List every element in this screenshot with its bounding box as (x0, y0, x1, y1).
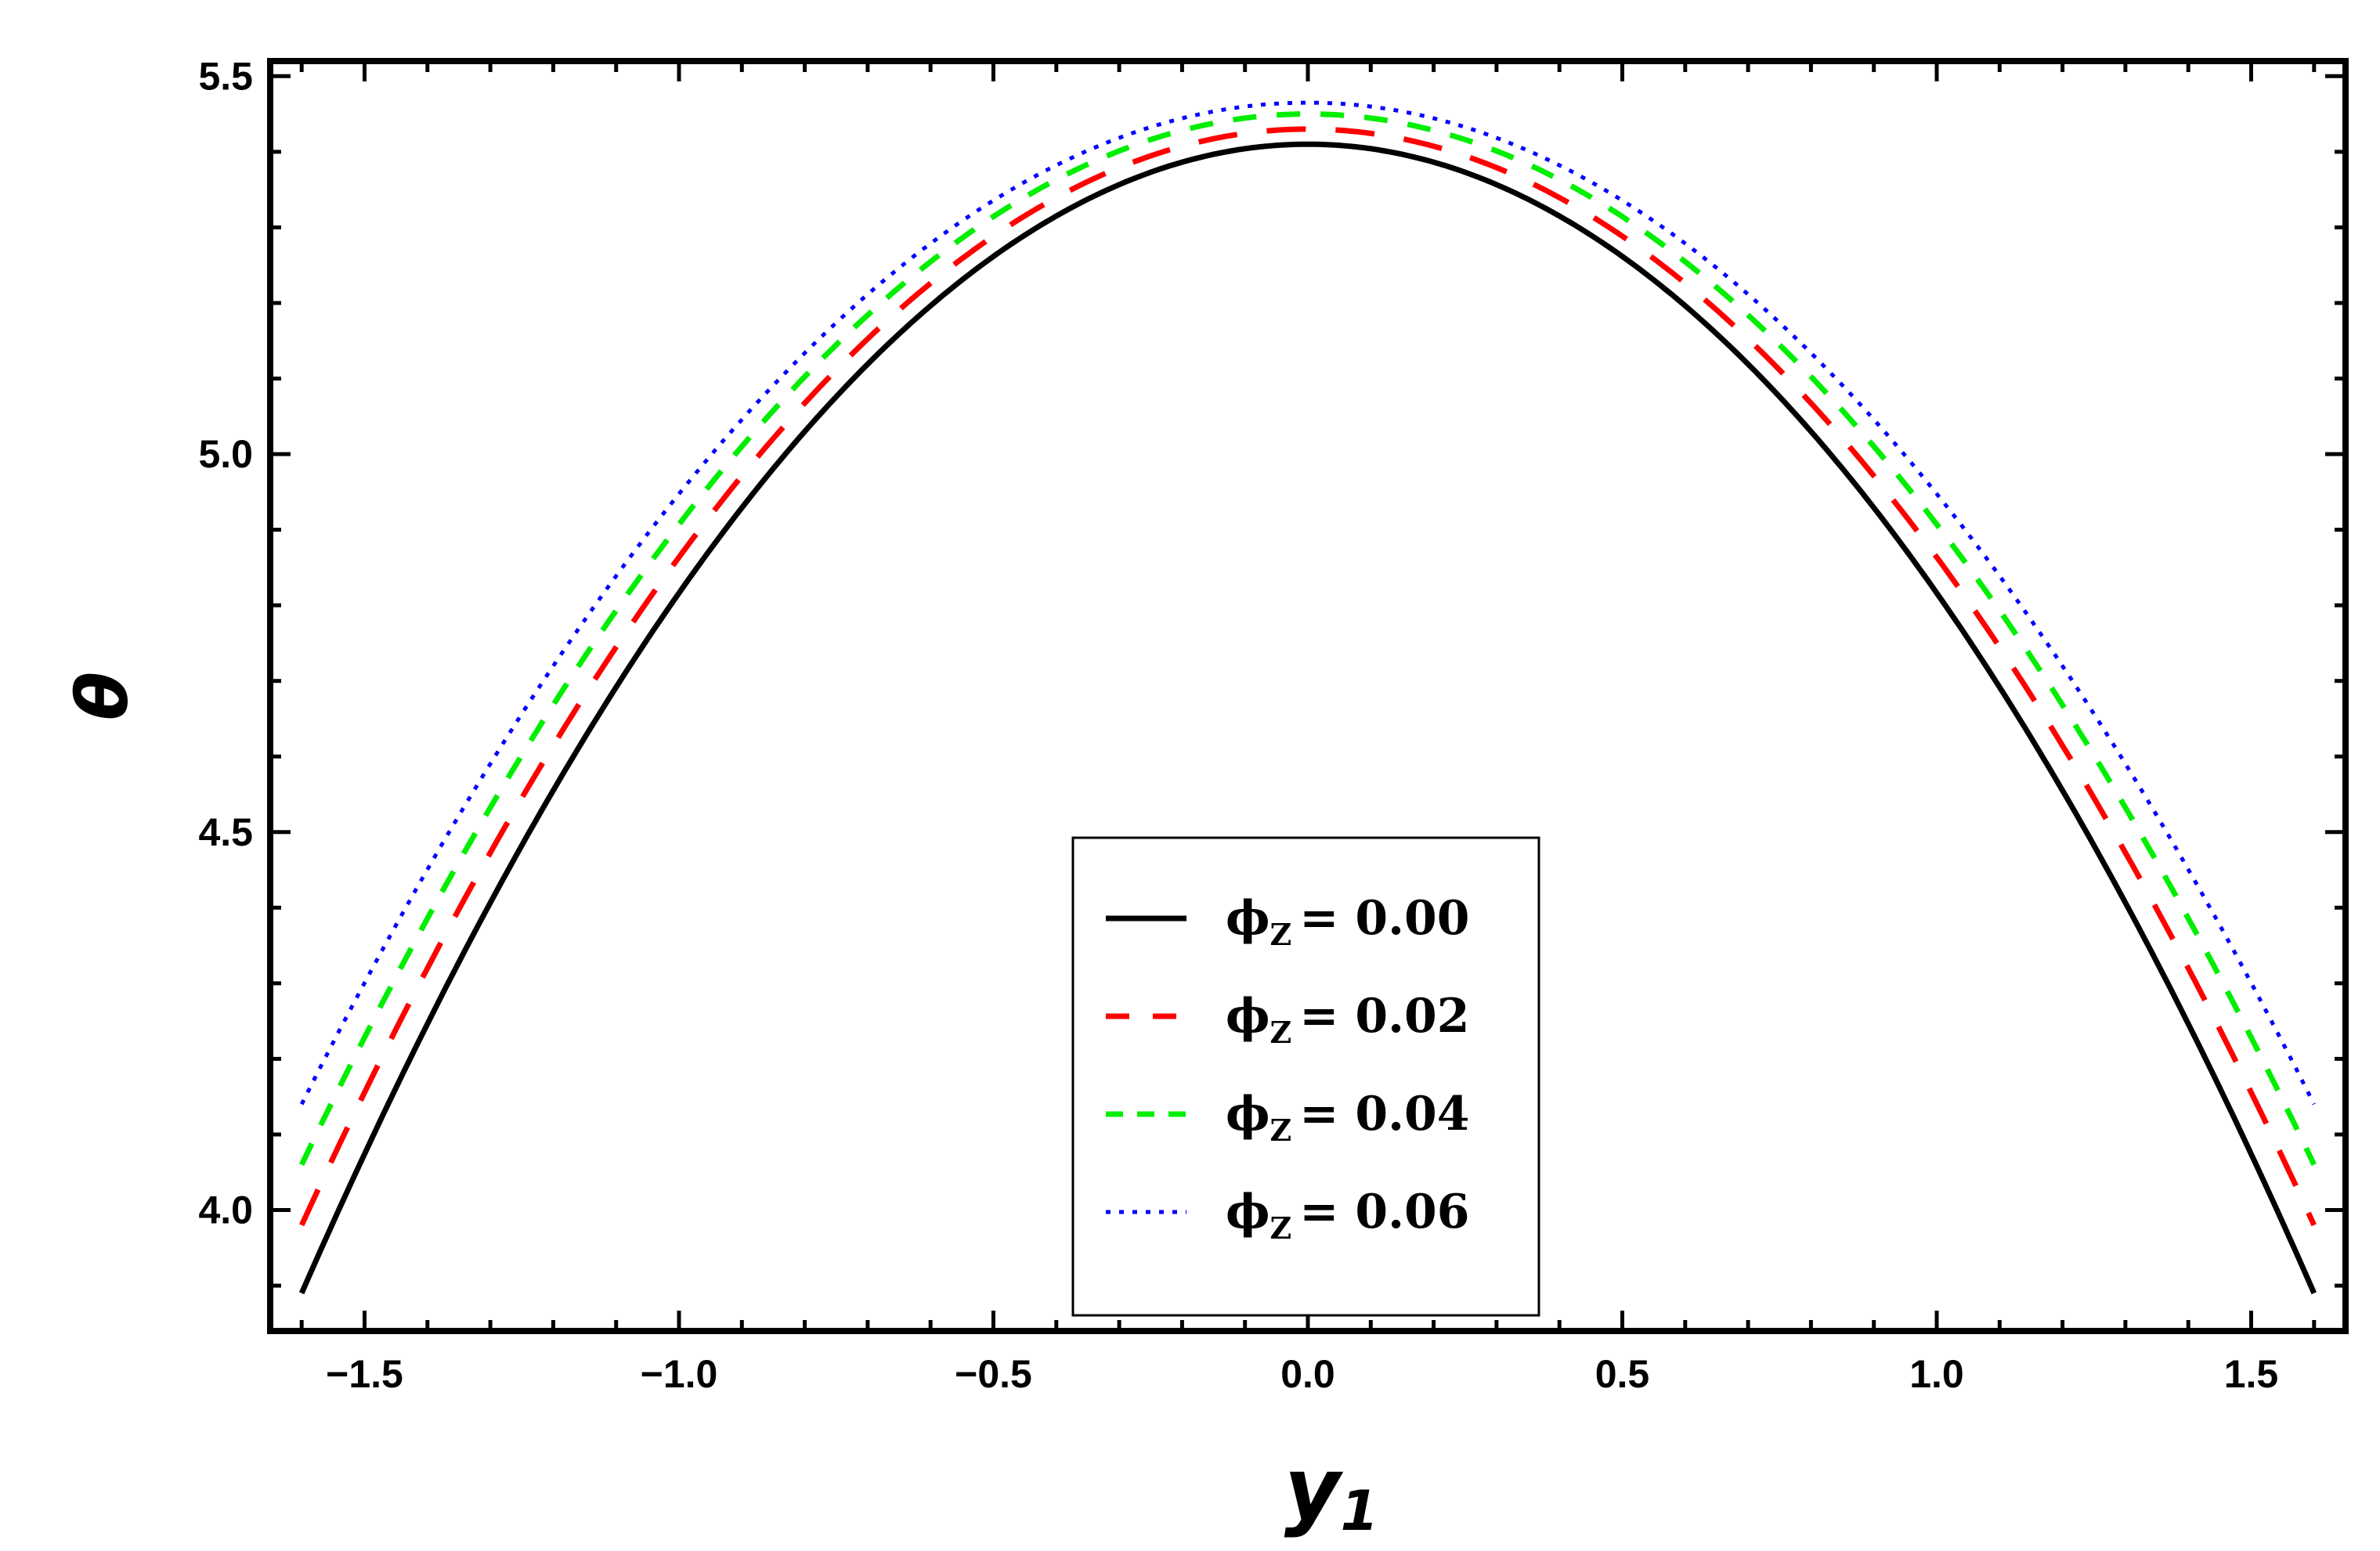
series-line-3 (299, 100, 2317, 1106)
y-tick-label: 4.0 (198, 1188, 253, 1232)
legend-item-0: ϕZ = 0.00 (1106, 891, 1470, 952)
y-tick-label: 5.5 (198, 54, 253, 98)
legend-label: ϕZ = 0.02 (1226, 989, 1470, 1050)
tick-layer (270, 61, 2346, 1331)
legend-label: ϕZ = 0.06 (1226, 1185, 1470, 1246)
legend-item-3: ϕZ = 0.06 (1106, 1185, 1470, 1246)
x-tick-label: 1.5 (2224, 1352, 2279, 1396)
y-tick-label: 4.5 (198, 810, 253, 854)
x-tick-label: −1.5 (326, 1352, 403, 1396)
tick-label-layer: −1.5 −1.0 −0.5 0.0 0.5 1.0 1.5 4.0 4.5 5.0 5.5 (198, 54, 2278, 1396)
series-line-0 (298, 141, 2317, 1295)
legend-label: ϕZ = 0.04 (1226, 1087, 1470, 1148)
x-axis-title-main: y (1284, 1439, 1344, 1539)
x-tick-label: −0.5 (955, 1352, 1032, 1396)
legend-label: ϕZ = 0.00 (1226, 891, 1470, 952)
y-axis-title: θ (62, 672, 144, 720)
x-tick-label: 0.0 (1280, 1352, 1335, 1396)
legend: ϕZ = 0.00 ϕZ = 0.02 ϕZ = 0.04 ϕZ = 0.06 (1071, 836, 1540, 1317)
series-line-2 (299, 111, 2317, 1167)
y-tick-label: 5.0 (198, 432, 253, 476)
legend-item-2: ϕZ = 0.04 (1106, 1087, 1470, 1148)
x-tick-label: −1.0 (641, 1352, 718, 1396)
x-tick-label: 0.5 (1595, 1352, 1650, 1396)
series-line-1 (299, 126, 2317, 1227)
series-layer (298, 100, 2317, 1295)
legend-item-1: ϕZ = 0.02 (1106, 989, 1470, 1050)
x-tick-label: 1.0 (1909, 1352, 1964, 1396)
x-axis-title: y1 (1284, 1439, 1378, 1543)
legend-items: ϕZ = 0.00 ϕZ = 0.02 ϕZ = 0.04 ϕZ = 0.06 (1106, 891, 1470, 1246)
x-axis-title-subscript: 1 (1341, 1479, 1379, 1543)
